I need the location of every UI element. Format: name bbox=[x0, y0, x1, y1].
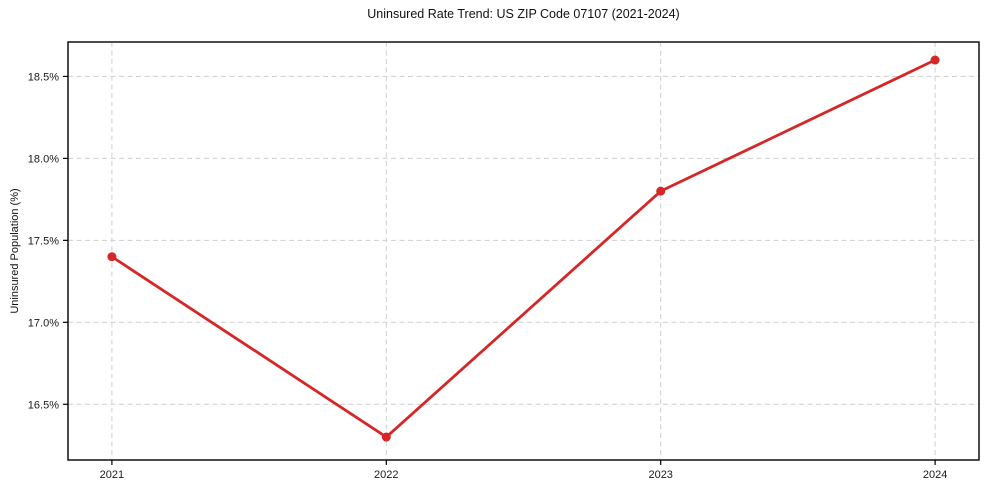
data-point-2022 bbox=[381, 432, 391, 442]
chart-title: Uninsured Rate Trend: US ZIP Code 07107 … bbox=[367, 7, 680, 21]
x-tick-label: 2022 bbox=[374, 469, 398, 481]
data-point-2024 bbox=[930, 55, 940, 65]
y-tick-label: 18.0% bbox=[28, 153, 59, 165]
y-tick-label: 17.0% bbox=[28, 317, 59, 329]
x-tick-label: 2023 bbox=[648, 469, 672, 481]
trend-line bbox=[110, 58, 937, 439]
y-tick-label: 17.5% bbox=[28, 235, 59, 247]
data-point-2023 bbox=[656, 186, 666, 196]
y-tick-label: 16.5% bbox=[28, 399, 59, 411]
data-point-2021 bbox=[107, 252, 117, 262]
y-tick-label: 18.5% bbox=[28, 71, 59, 83]
x-tick-label: 2021 bbox=[100, 469, 124, 481]
plot-border bbox=[67, 41, 980, 461]
x-tick-label: 2024 bbox=[923, 469, 947, 481]
